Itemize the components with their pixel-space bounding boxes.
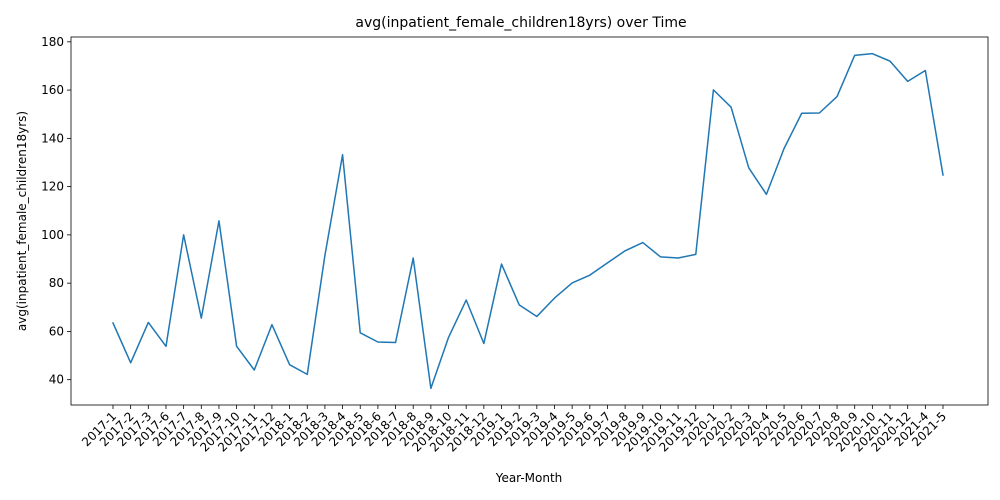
- y-tick-label: 100: [41, 228, 64, 242]
- y-tick-label: 80: [49, 276, 64, 290]
- y-tick-label: 180: [41, 35, 64, 49]
- y-tick-label: 120: [41, 180, 64, 194]
- series-line: [112, 52, 944, 390]
- y-tick-label: 60: [49, 324, 64, 338]
- x-axis-label: Year-Month: [495, 471, 563, 485]
- y-axis-ticks: 40 60 80 100 120 140 160 180: [41, 35, 71, 387]
- y-axis-label: avg(inpatient_female_children18yrs): [15, 111, 29, 331]
- y-tick-label: 160: [41, 83, 64, 97]
- chart-title: avg(inpatient_female_children18yrs) over…: [355, 15, 686, 31]
- plot-frame: [70, 36, 989, 406]
- y-tick-label: 40: [49, 373, 64, 387]
- y-tick-label: 140: [41, 131, 64, 145]
